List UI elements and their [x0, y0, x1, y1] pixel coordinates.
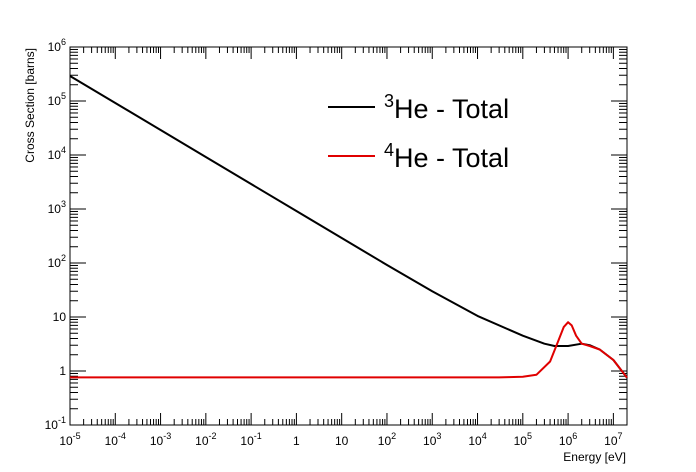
- y-tick-label-exponent: 6: [61, 37, 66, 47]
- x-tick-label-exponent: -3: [163, 431, 171, 441]
- x-tick-label-exponent: -1: [254, 431, 262, 441]
- x-tick-label: 104: [468, 431, 486, 448]
- x-tick-labels: 10-5 10-4 10-3 10-2 10-1 1 10 102 103 104 105 106 10…: [59, 431, 622, 448]
- x-tick-label-base: 10: [150, 434, 164, 448]
- y-tick-label: 103: [48, 199, 66, 216]
- plot-frame: [69, 46, 628, 426]
- x-tick-label-exponent: -2: [209, 431, 217, 441]
- x-tick-label-base: 10: [195, 434, 209, 448]
- x-tick-label: 102: [378, 431, 396, 448]
- x-tick-label: 105: [514, 431, 532, 448]
- legend-label-3he-text: He - Total: [394, 94, 509, 124]
- y-tick-label-base: 10: [48, 148, 62, 162]
- legend-label-4he: 4He - Total: [384, 140, 509, 173]
- x-axis-title: Energy [eV]: [563, 450, 626, 464]
- x-tick-label: 10: [335, 434, 349, 448]
- y-tick-label-exponent: 2: [61, 253, 66, 263]
- y-tick-label-base: 10: [48, 202, 62, 216]
- x-tick-label: 10-4: [105, 431, 126, 448]
- x-tick-label-exponent: 4: [482, 431, 487, 441]
- y-tick-label-base: 10: [48, 94, 62, 108]
- x-tick-label: 107: [604, 431, 622, 448]
- x-tick-label-base: 10: [514, 434, 528, 448]
- x-tick-label: 10-1: [240, 431, 261, 448]
- minor-ticks: [70, 47, 628, 425]
- y-tick-label: 104: [48, 145, 66, 162]
- x-tick-label-exponent: 6: [572, 431, 577, 441]
- x-tick-label-exponent: 7: [618, 431, 623, 441]
- y-tick-label-exponent: -1: [58, 415, 66, 425]
- y-tick-label: 105: [48, 91, 66, 108]
- y-tick-label-exponent: 5: [61, 91, 66, 101]
- y-tick-label: 10-1: [45, 415, 66, 432]
- x-tick-label: 103: [423, 431, 441, 448]
- x-tick-label-base: 10: [105, 434, 119, 448]
- y-axis-title: Cross Section [barns]: [23, 48, 37, 163]
- x-tick-label-base: 10: [240, 434, 254, 448]
- y-tick-label: 102: [48, 253, 66, 270]
- legend-label-4he-text: He - Total: [394, 143, 509, 173]
- x-tick-label-exponent: 5: [527, 431, 532, 441]
- x-tick-label-base: 10: [604, 434, 618, 448]
- major-ticks: [69, 46, 627, 426]
- x-tick-label-base: 10: [335, 434, 349, 448]
- x-tick-label-exponent: -5: [73, 431, 81, 441]
- legend-label-3he: 3He - Total: [384, 91, 509, 124]
- series-lines: [69, 75, 628, 379]
- x-tick-label-exponent: 2: [391, 431, 396, 441]
- y-tick-label-exponent: 3: [61, 199, 66, 209]
- x-tick-label-exponent: 3: [436, 431, 441, 441]
- legend-label-4he-sup: 4: [384, 140, 394, 160]
- legend: 3He - Total 4He - Total: [328, 91, 509, 173]
- y-tick-label: 10: [53, 310, 67, 324]
- x-tick-label: 10-5: [59, 431, 80, 448]
- y-tick-label-base: 10: [48, 40, 62, 54]
- x-tick-label-base: 10: [378, 434, 392, 448]
- x-tick-label: 1: [293, 434, 300, 448]
- x-tick-label-base: 10: [559, 434, 573, 448]
- x-tick-label: 10-3: [150, 431, 171, 448]
- x-tick-label: 10-2: [195, 431, 216, 448]
- x-tick-label-base: 10: [423, 434, 437, 448]
- x-tick-label: 106: [559, 431, 577, 448]
- x-tick-label-exponent: -4: [118, 431, 126, 441]
- y-tick-label-exponent: 4: [61, 145, 66, 155]
- y-tick-label-base: 10: [53, 310, 67, 324]
- y-tick-label: 106: [48, 37, 66, 54]
- x-tick-label-base: 10: [468, 434, 482, 448]
- y-tick-label-base: 1: [59, 364, 66, 378]
- legend-label-3he-sup: 3: [384, 91, 394, 111]
- y-tick-label-base: 10: [45, 418, 59, 432]
- series-line-4he-total: [70, 321, 628, 379]
- y-tick-label-base: 10: [48, 256, 62, 270]
- y-tick-label: 1: [59, 364, 66, 378]
- x-tick-label-base: 10: [59, 434, 73, 448]
- x-tick-label-base: 1: [293, 434, 300, 448]
